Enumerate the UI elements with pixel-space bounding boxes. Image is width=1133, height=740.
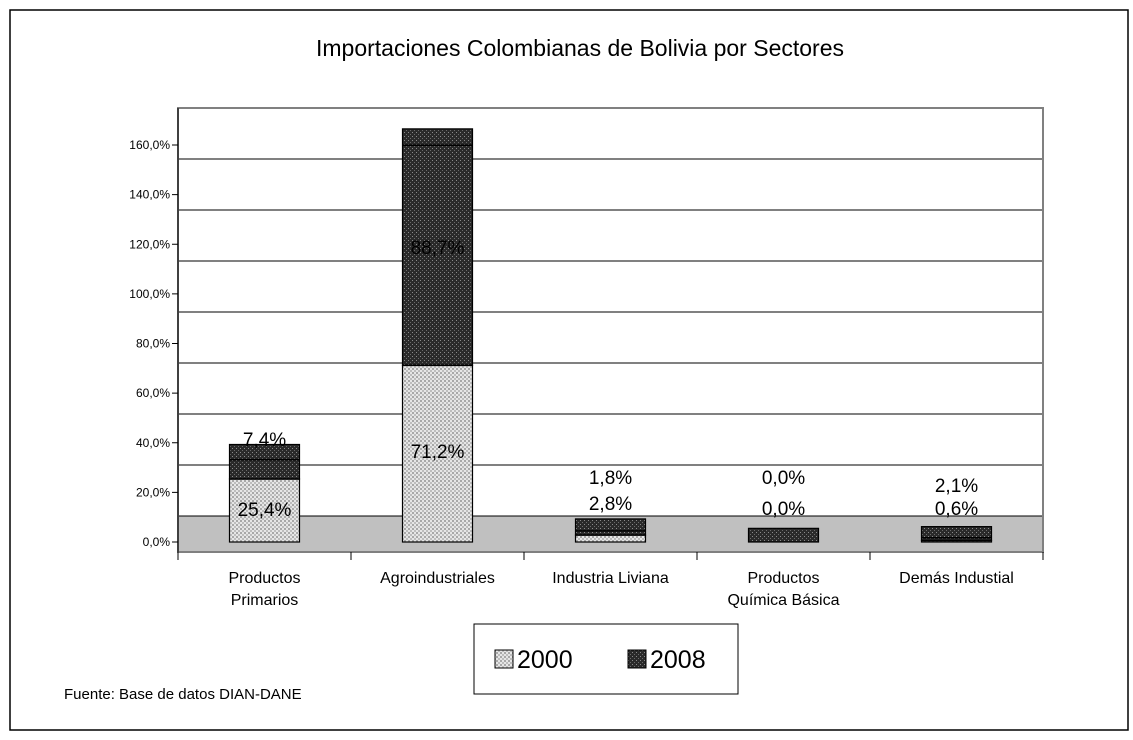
y-tick-label: 80,0% bbox=[136, 337, 170, 351]
y-tick-label: 160,0% bbox=[129, 138, 170, 152]
data-label-2008: 0,0% bbox=[762, 468, 805, 489]
x-category-label: Agroindustriales bbox=[380, 570, 495, 587]
data-label-2008: 2,1% bbox=[935, 476, 978, 497]
data-label-2008: 7,4% bbox=[243, 430, 286, 451]
legend-box bbox=[473, 623, 739, 695]
bar-2008 bbox=[747, 527, 820, 543]
data-label-2000: 0,0% bbox=[762, 499, 805, 520]
bar-2000 bbox=[228, 478, 301, 543]
legend-label-2000: 2000 bbox=[517, 646, 573, 674]
y-tick-label: 60,0% bbox=[136, 386, 170, 400]
chart-title: Importaciones Colombianas de Bolivia por… bbox=[316, 35, 844, 61]
bar-2008 bbox=[401, 128, 474, 366]
data-label-2000: 2,8% bbox=[589, 494, 632, 515]
data-label-2008: 88,7% bbox=[411, 238, 465, 259]
x-category-label: Industria Liviana bbox=[552, 570, 669, 587]
y-tick-label: 40,0% bbox=[136, 436, 170, 450]
x-category-label: Primarios bbox=[231, 592, 299, 609]
bar-2008 bbox=[228, 443, 301, 480]
y-tick-label: 100,0% bbox=[129, 287, 170, 301]
bar-2000 bbox=[574, 534, 647, 543]
y-tick-label: 20,0% bbox=[136, 485, 170, 499]
source-note: Fuente: Base de datos DIAN-DANE bbox=[64, 686, 302, 703]
x-category-label: Productos bbox=[228, 570, 300, 587]
data-label-2000: 71,2% bbox=[411, 442, 465, 463]
bar-2000 bbox=[401, 364, 474, 543]
plot-area bbox=[177, 107, 1044, 553]
y-tick-label: 0,0% bbox=[143, 535, 171, 549]
y-tick-label: 120,0% bbox=[129, 237, 170, 251]
bar-2008 bbox=[574, 518, 647, 536]
legend-label-2008: 2008 bbox=[650, 646, 706, 674]
legend-swatch-2000 bbox=[494, 649, 514, 669]
data-label-2000: 25,4% bbox=[238, 500, 292, 521]
x-category-label: Química Básica bbox=[727, 592, 839, 609]
x-category-label: Demás Industial bbox=[899, 570, 1014, 587]
legend-swatch-2008 bbox=[627, 649, 647, 669]
y-tick-label: 140,0% bbox=[129, 188, 170, 202]
x-category-label: Productos bbox=[747, 570, 819, 587]
data-label-2008: 1,8% bbox=[589, 468, 632, 489]
data-label-2000: 0,6% bbox=[935, 499, 978, 520]
